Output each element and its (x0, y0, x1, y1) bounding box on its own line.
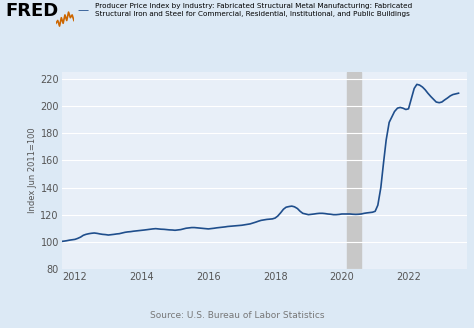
Text: —: — (77, 5, 88, 15)
Text: Source: U.S. Bureau of Labor Statistics: Source: U.S. Bureau of Labor Statistics (150, 311, 324, 320)
Bar (347, 72, 361, 269)
Text: Producer Price Index by Industry: Fabricated Structural Metal Manufacturing: Fab: Producer Price Index by Industry: Fabric… (95, 3, 412, 17)
Text: FRED: FRED (6, 2, 59, 20)
Y-axis label: Index Jun 2011=100: Index Jun 2011=100 (28, 128, 37, 214)
